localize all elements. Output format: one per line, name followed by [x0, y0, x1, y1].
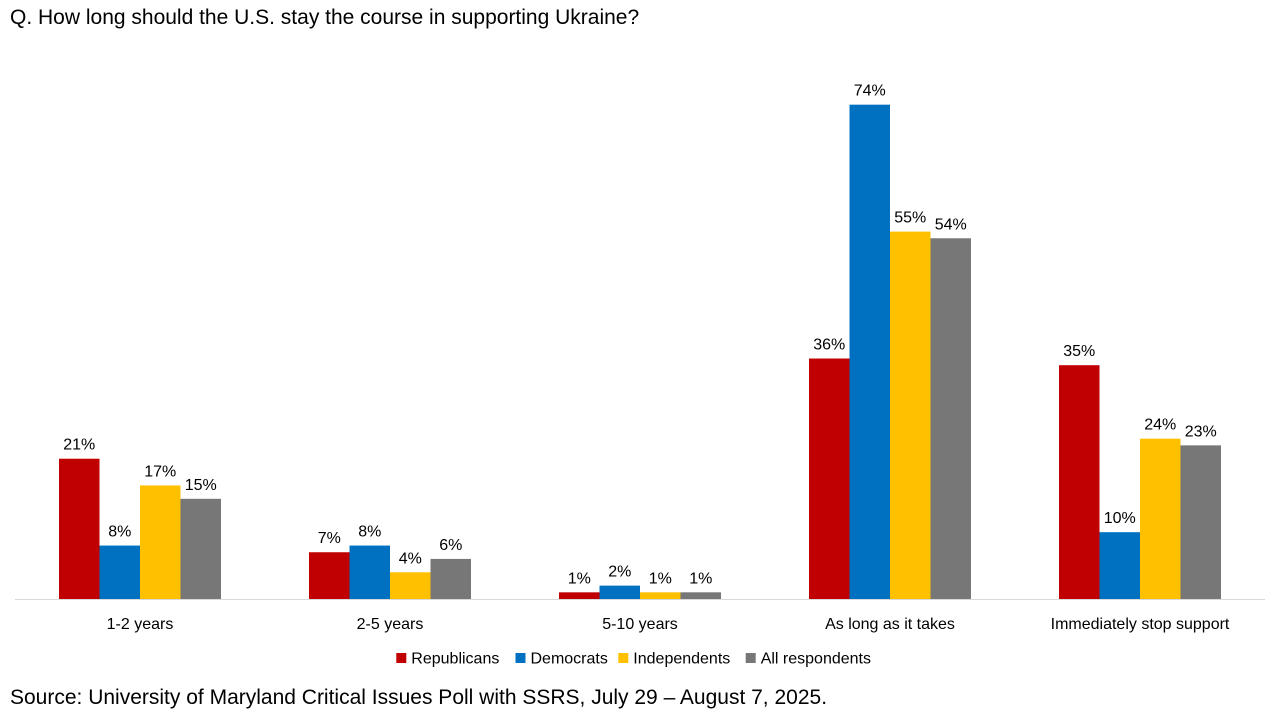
- bar-democrats-2: [599, 585, 640, 599]
- legend-item-republicans: Republicans: [396, 651, 499, 668]
- data-label: 36%: [813, 337, 845, 354]
- bar-republicans-1: [309, 552, 350, 599]
- bar-all-respondents-4: [1180, 445, 1221, 599]
- category-label: As long as it takes: [825, 616, 955, 633]
- data-label: 35%: [1063, 343, 1095, 360]
- bar-independents-1: [390, 572, 431, 599]
- legend-swatch: [515, 653, 526, 663]
- data-label: 1%: [689, 570, 712, 587]
- data-label: 17%: [144, 463, 176, 480]
- legend-item-all-respondents: All respondents: [745, 651, 871, 668]
- bar-republicans-0: [59, 458, 100, 599]
- category-labels-group: 1-2 years 2-5 years 5-10 years As long as i…: [107, 616, 1230, 633]
- data-labels-group: 21% 8% 17% 15% 7% 8% 4% 6% 1% 2% 1% 1% 36% 74% 55% 54% 3…: [63, 83, 1217, 588]
- data-label: 4%: [399, 550, 422, 567]
- bar-democrats-1: [349, 545, 390, 599]
- data-label: 74%: [854, 83, 886, 100]
- legend-item-democrats: Democrats: [515, 651, 608, 668]
- bar-independents-0: [140, 485, 181, 599]
- data-label: 10%: [1104, 510, 1136, 527]
- data-label: 15%: [185, 477, 217, 494]
- bar-all-respondents-0: [180, 498, 221, 599]
- data-label: 8%: [358, 524, 381, 541]
- bar-all-respondents-2: [680, 592, 721, 599]
- legend-label: Independents: [633, 651, 730, 668]
- bar-democrats-4: [1099, 532, 1140, 599]
- data-label: 1%: [649, 570, 672, 587]
- data-label: 24%: [1144, 417, 1176, 434]
- chart-title: Q. How long should the U.S. stay the cou…: [10, 6, 640, 29]
- bar-republicans-3: [809, 358, 850, 599]
- bar-all-respondents-1: [430, 558, 471, 599]
- bar-republicans-4: [1059, 365, 1100, 599]
- bars-group: [59, 104, 1221, 600]
- source-note: Source: University of Maryland Critical …: [10, 686, 828, 709]
- bar-democrats-3: [849, 104, 890, 600]
- data-label: 6%: [439, 537, 462, 554]
- legend-swatch: [745, 653, 756, 663]
- data-label: 1%: [568, 570, 591, 587]
- category-label: 2-5 years: [357, 616, 424, 633]
- legend-label: All respondents: [761, 651, 871, 668]
- bar-republicans-2: [559, 592, 600, 599]
- data-label: 8%: [108, 524, 131, 541]
- bar-independents-3: [890, 231, 931, 599]
- category-label: Immediately stop support: [1051, 616, 1230, 633]
- category-label: 5-10 years: [602, 616, 678, 633]
- data-label: 7%: [318, 530, 341, 547]
- data-label: 2%: [608, 564, 631, 581]
- data-label: 23%: [1185, 423, 1217, 440]
- legend-label: Democrats: [531, 651, 608, 668]
- data-label: 55%: [894, 210, 926, 227]
- legend-label: Republicans: [411, 651, 499, 668]
- legend-item-independents: Independents: [618, 651, 730, 668]
- bar-independents-4: [1140, 438, 1181, 599]
- data-label: 54%: [935, 216, 967, 233]
- legend-swatch: [396, 653, 407, 663]
- legend-swatch: [618, 653, 629, 663]
- legend: Republicans Democrats Independents All resp…: [396, 651, 871, 668]
- data-label: 21%: [63, 437, 95, 454]
- bar-democrats-0: [99, 545, 140, 599]
- bar-all-respondents-3: [930, 238, 971, 599]
- bar-independents-2: [640, 592, 681, 599]
- category-label: 1-2 years: [107, 616, 174, 633]
